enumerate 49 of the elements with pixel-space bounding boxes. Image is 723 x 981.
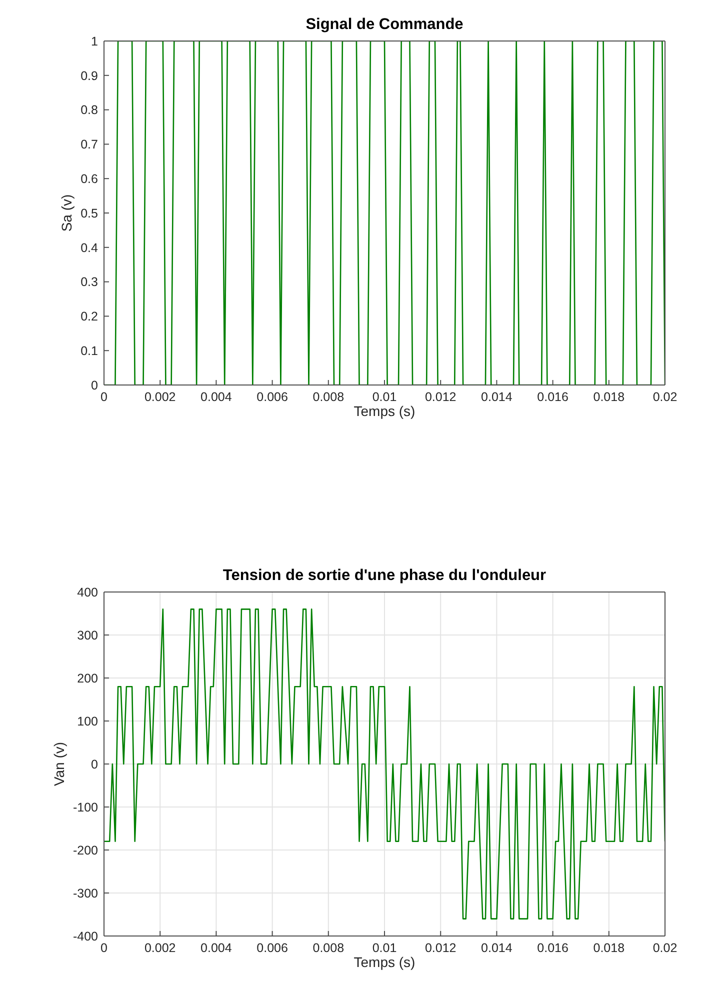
y-tick-label: 300 [77, 628, 98, 642]
y-tick-label: 0 [91, 757, 98, 772]
x-tick-label: 0.006 [256, 390, 288, 404]
x-tick-label: 0.014 [481, 390, 512, 404]
x-tick-label: 0.01 [372, 940, 397, 955]
y-tick-label: -100 [72, 800, 98, 814]
x-axis-title: Temps (s) [354, 954, 416, 970]
y-axis-title: Van (v) [50, 742, 67, 786]
x-tick-label: 0 [100, 390, 108, 404]
x-tick-label: 0.004 [200, 940, 232, 955]
x-tick-label: 0.014 [481, 940, 512, 955]
x-tick-label: 0.008 [312, 390, 344, 404]
y-tick-label: 1 [91, 34, 98, 48]
x-tick-label: 0.016 [537, 940, 568, 955]
y-tick-label: 0.9 [80, 68, 98, 83]
chart-title: Tension de sortie d'une phase du l'onduleur [222, 566, 548, 586]
y-tick-label: 0.2 [80, 310, 98, 324]
x-tick-label: 0.004 [200, 390, 232, 404]
y-tick-label: 0.3 [80, 275, 98, 290]
y-tick-label: 0 [91, 378, 98, 392]
x-tick-label: 0.02 [652, 390, 678, 404]
y-axis-title: Sa (v) [58, 194, 74, 232]
chart-title: Signal de Commande [304, 15, 464, 35]
y-tick-label: -200 [72, 843, 98, 858]
x-tick-label: 0.01 [372, 390, 397, 404]
y-tick-label: 0.6 [80, 172, 98, 186]
x-tick-label: 0.018 [593, 390, 625, 404]
x-tick-label: 0.02 [652, 940, 678, 955]
y-tick-label: 0.8 [80, 103, 98, 118]
x-tick-label: 0.018 [593, 940, 625, 955]
x-tick-label: 0.002 [144, 940, 176, 955]
y-tick-label: 0.7 [80, 138, 98, 152]
x-tick-label: 0.008 [312, 940, 344, 955]
x-tick-label: 0.012 [424, 940, 456, 955]
y-tick-label: 0.1 [80, 344, 98, 358]
line-series [104, 608, 665, 920]
x-tick-label: 0.006 [256, 940, 288, 955]
x-tick-label: 0.016 [537, 390, 568, 404]
y-tick-label: 400 [77, 585, 98, 600]
x-axis-title: Temps (s) [354, 403, 416, 419]
y-tick-label: -400 [72, 929, 98, 944]
y-tick-label: 100 [77, 714, 98, 728]
x-tick-label: 0.002 [144, 390, 176, 404]
x-tick-label: 0.012 [424, 390, 456, 404]
y-tick-label: 200 [77, 671, 98, 686]
y-tick-label: -300 [72, 886, 98, 900]
y-tick-label: 0.5 [80, 206, 98, 220]
y-tick-label: 0.4 [80, 240, 98, 255]
x-tick-label: 0 [100, 940, 108, 955]
